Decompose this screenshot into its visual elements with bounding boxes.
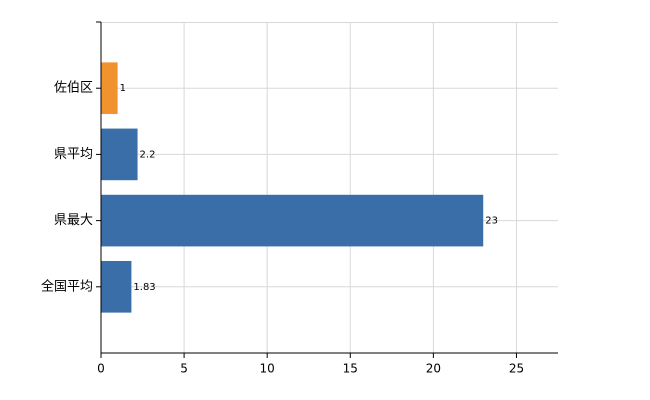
x-tick-label: 15 [343,362,358,376]
x-tick-label: 5 [180,362,188,376]
bar [101,128,138,181]
value-label: 1 [120,83,126,94]
x-tick-label: 0 [97,362,105,376]
bar [101,194,484,247]
bar [101,62,118,115]
value-label: 2.2 [140,149,156,160]
y-tick-label: 県平均 [54,147,93,162]
value-label: 1.83 [133,282,155,293]
y-tick-label: 全国平均 [41,278,93,294]
x-tick-label: 20 [426,362,441,376]
bar [101,260,132,313]
value-label: 23 [485,216,498,227]
x-tick-label: 10 [260,362,275,376]
x-tick-label: 25 [509,362,524,376]
y-tick-label: 県最大 [54,213,93,228]
y-tick-label: 佐伯区 [54,81,93,96]
